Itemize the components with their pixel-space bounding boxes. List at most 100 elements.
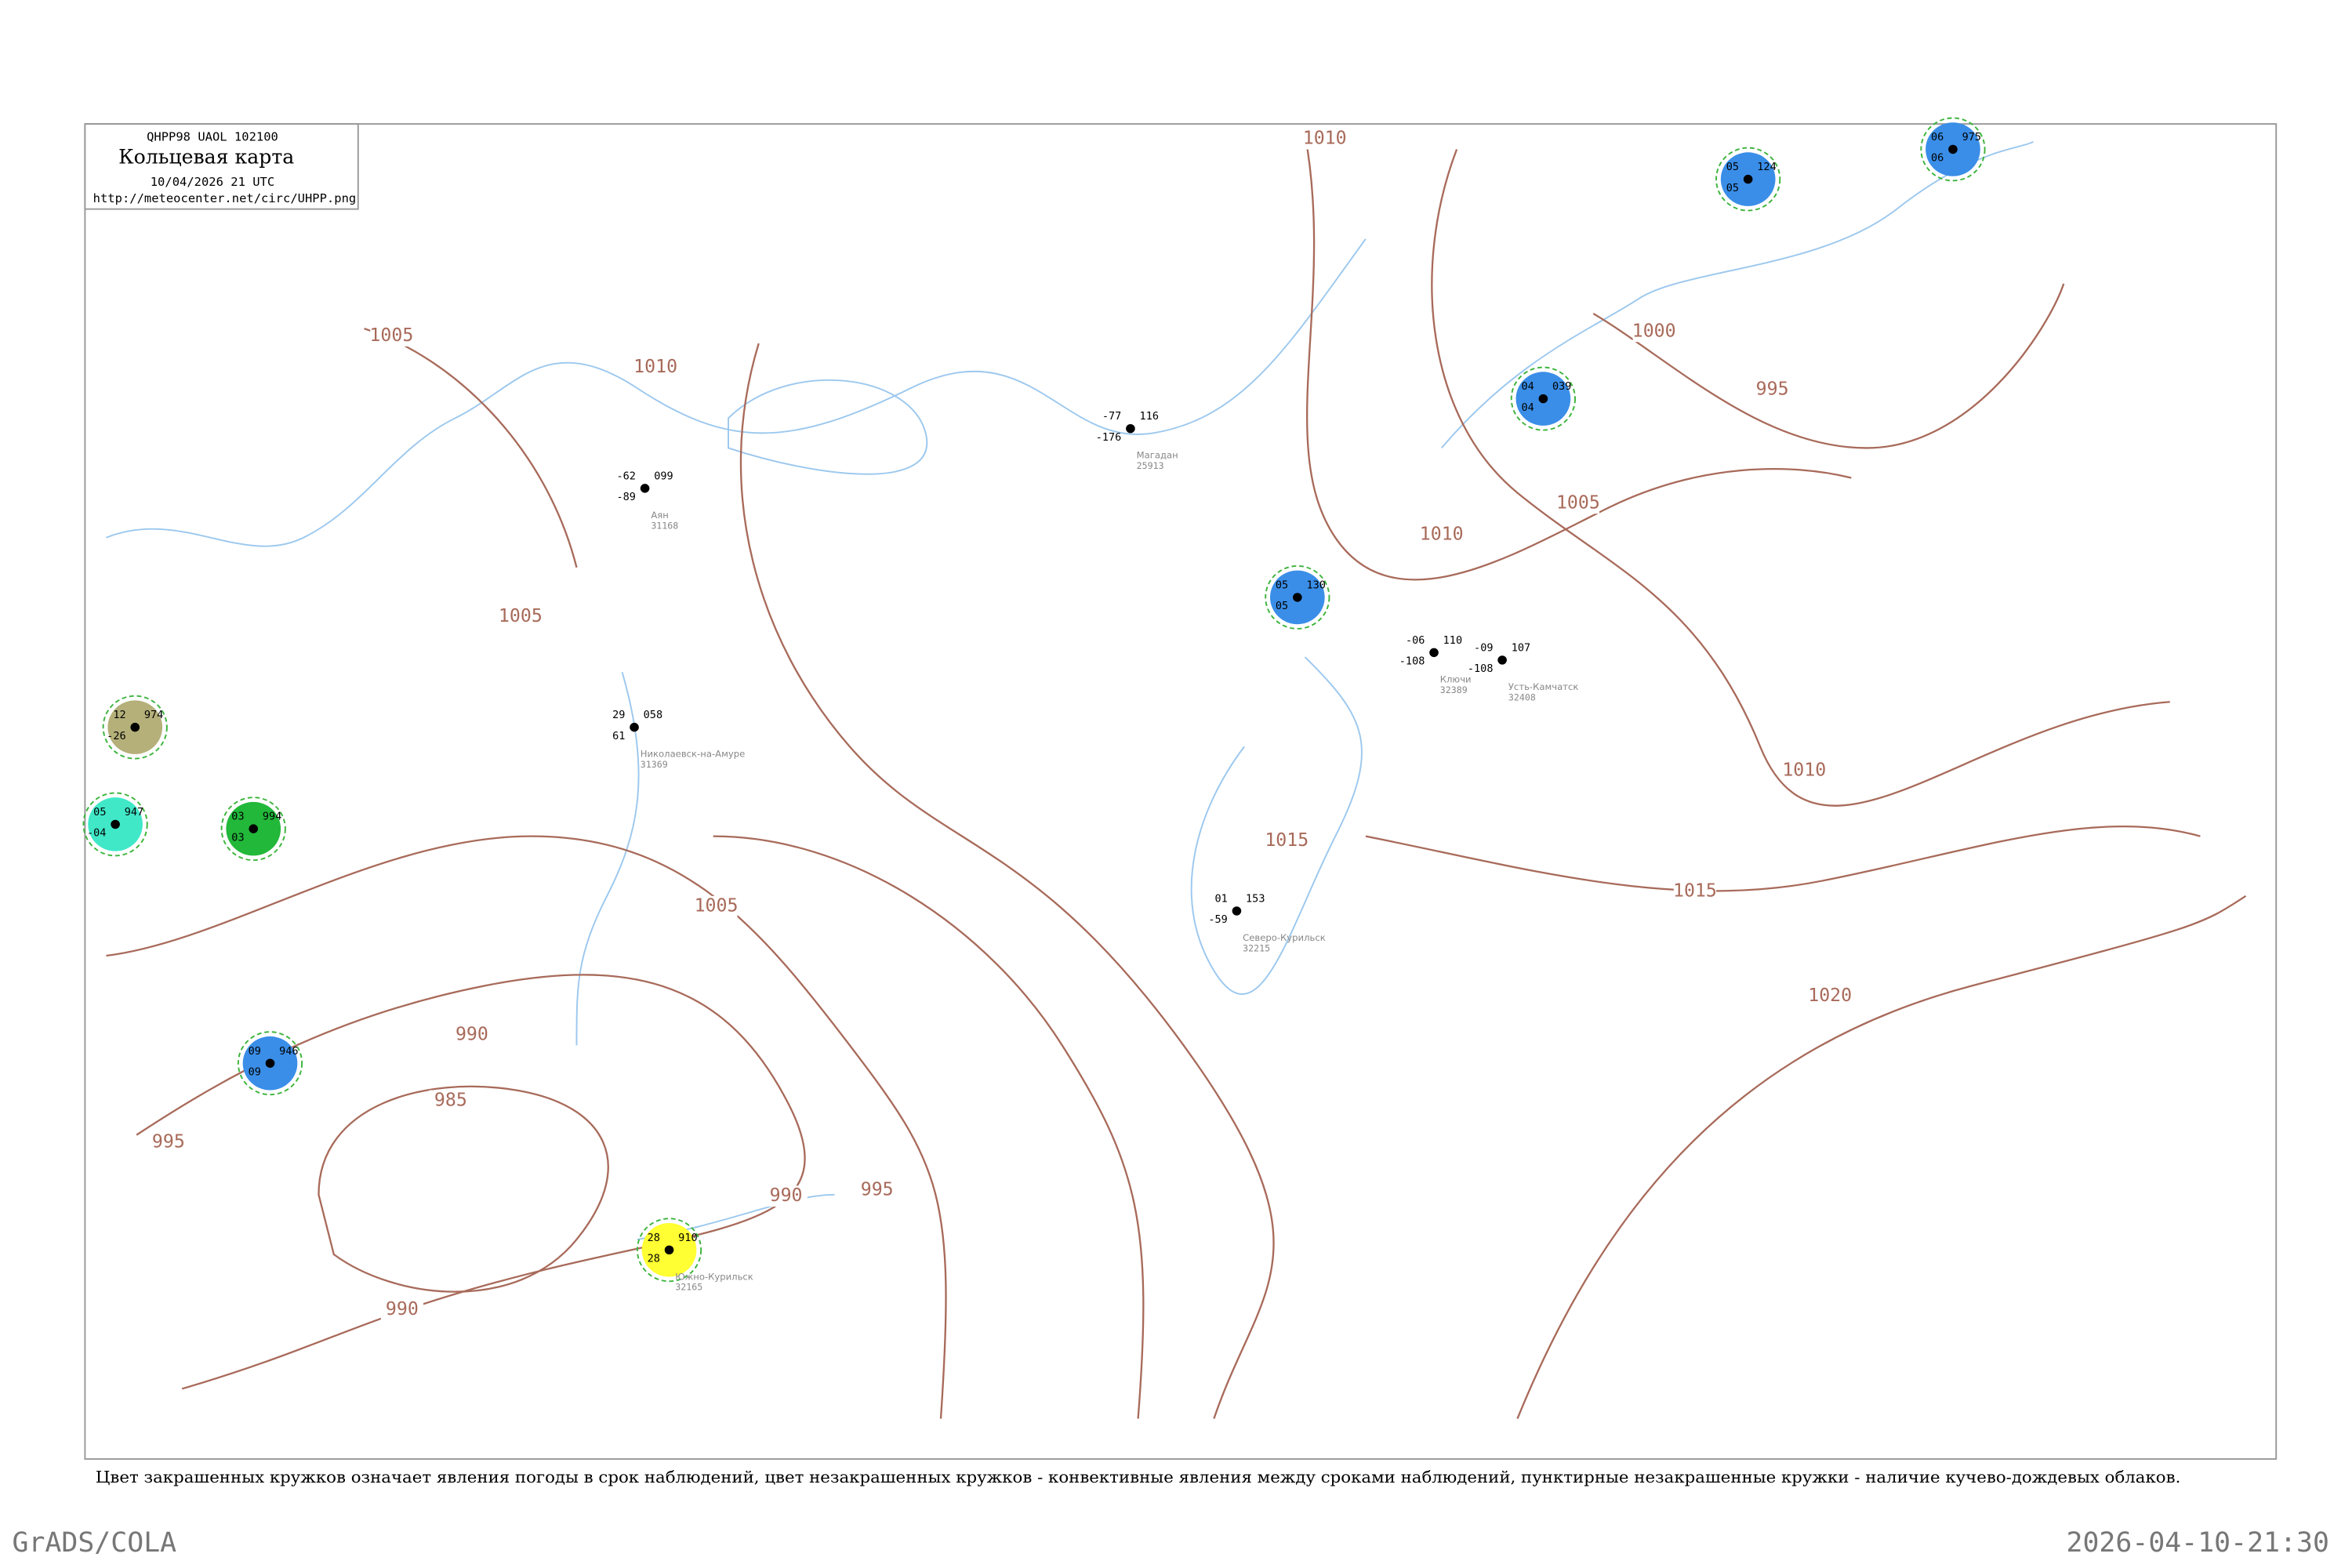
station-id: 32408	[1508, 691, 1536, 702]
footer-left: GrADS/COLA	[12, 1527, 176, 1559]
isobar-label-bg	[1809, 985, 1852, 1007]
cb-ring	[636, 1218, 702, 1283]
isobar-label-bg	[764, 1185, 808, 1207]
station-pressure: 039	[1552, 381, 1571, 393]
station-pressure: 975	[1962, 132, 1981, 143]
station-pressure: 153	[1246, 894, 1265, 906]
cb-ring	[1510, 366, 1576, 431]
station-pressure: 107	[1512, 643, 1530, 655]
isobar-label: 995	[861, 1180, 894, 1200]
station-pressure: 946	[279, 1046, 298, 1058]
station-dot	[1126, 423, 1135, 434]
isobar-label-bg	[380, 1299, 423, 1320]
isobar-label-bg	[634, 357, 677, 378]
station-temp: 12	[113, 710, 125, 721]
isobar-label: 1010	[1782, 760, 1826, 780]
isobar-label: 1005	[1556, 493, 1600, 514]
isobar-label: 1005	[695, 896, 739, 916]
station-dot	[1232, 906, 1242, 916]
station-pressure: 947	[125, 807, 143, 818]
isobar-label: 1010	[1420, 524, 1464, 545]
station-dew: -26	[107, 731, 125, 742]
station-name: Николаевск-на-Амуре	[641, 749, 745, 760]
cb-ring	[220, 797, 286, 862]
station-temp: 28	[648, 1232, 660, 1244]
station-temp: 05	[93, 807, 106, 818]
station-id: 31369	[641, 759, 668, 770]
station-temp: -09	[1474, 643, 1493, 655]
station-temp: 05	[1276, 580, 1288, 592]
station-dew: -176	[1096, 432, 1122, 444]
header-url: http://meteocenter.net/circ/UHPP.png	[93, 191, 357, 205]
station-dot	[1948, 144, 1958, 154]
isobar-label-bg	[1265, 830, 1308, 851]
station-dot	[664, 1245, 674, 1254]
isobar-label-bg	[855, 1179, 898, 1201]
isobar-label-bg	[695, 895, 738, 917]
station-temp: 29	[612, 710, 625, 721]
station-temp: 04	[1521, 381, 1534, 393]
station-temp: 05	[1726, 162, 1739, 173]
cb-ring	[1265, 564, 1330, 630]
station-pressure: 110	[1443, 635, 1462, 647]
station-dew: 05	[1276, 601, 1288, 612]
station-dot	[130, 722, 140, 732]
isobar-label: 990	[770, 1185, 803, 1206]
station-name: Южно-Курильск	[675, 1271, 753, 1282]
station-pressure: 124	[1757, 162, 1776, 173]
cb-ring	[237, 1031, 303, 1096]
isobar-label: 1010	[633, 357, 677, 377]
station-dew: -04	[87, 828, 106, 840]
station-temp: -77	[1102, 411, 1121, 423]
station-dot	[1429, 648, 1439, 658]
isobar-label-bg	[1673, 880, 1717, 902]
cb-ring	[1920, 117, 1986, 182]
station-name: Ключи	[1440, 674, 1472, 685]
station-id: 32165	[675, 1282, 702, 1293]
isobar-label-bg	[370, 325, 413, 347]
isobar-label-bg	[1751, 379, 1794, 401]
isobar-label: 995	[152, 1132, 185, 1152]
isobar-label: 1005	[499, 606, 543, 626]
station-name: Усть-Камчатск	[1508, 681, 1579, 692]
station-temp: 01	[1214, 894, 1227, 906]
station-dot	[1538, 394, 1548, 404]
station-dot	[640, 484, 650, 493]
station-id: 32389	[1440, 684, 1468, 695]
station-temp: 09	[249, 1046, 261, 1058]
isobar-label-bg	[1556, 492, 1599, 514]
isobar-label-bg	[1632, 321, 1675, 343]
station-dew: -108	[1468, 663, 1494, 675]
station-dew: 06	[1931, 153, 1944, 165]
header-date: 10/04/2026 21 UTC	[151, 175, 274, 189]
station-temp: 03	[231, 811, 244, 823]
header-box: QHPP98 UAOL 102100 Кольцевая карта 10/04…	[84, 123, 359, 210]
header-frame	[84, 123, 359, 210]
header-title: Кольцевая карта	[118, 146, 294, 169]
station-pressure: 099	[654, 471, 673, 483]
station-dew: 09	[249, 1067, 261, 1079]
isobar-label: 1000	[1632, 321, 1676, 341]
isobar-label: 990	[386, 1299, 419, 1319]
station-dew: -59	[1208, 914, 1227, 926]
isobar-label-bg	[147, 1131, 190, 1153]
isobar-label: 1005	[369, 325, 413, 346]
station-dot	[1497, 655, 1507, 665]
isobar-label-bg	[429, 1090, 472, 1112]
station-dew: -108	[1399, 656, 1425, 668]
station-pressure: 058	[644, 710, 662, 721]
station-pressure: 130	[1306, 580, 1325, 592]
station-id: 25913	[1137, 460, 1164, 471]
isobar-label: 1015	[1673, 881, 1717, 902]
station-dew: 04	[1521, 402, 1534, 414]
station-dot	[111, 819, 120, 829]
station-temp: -06	[1406, 635, 1425, 647]
station-pressure: 994	[263, 811, 281, 823]
station-name: Аян	[651, 510, 669, 521]
isobar-label: 1010	[1303, 129, 1347, 149]
station-dew: 05	[1726, 183, 1739, 194]
station-pressure: 116	[1140, 411, 1159, 423]
